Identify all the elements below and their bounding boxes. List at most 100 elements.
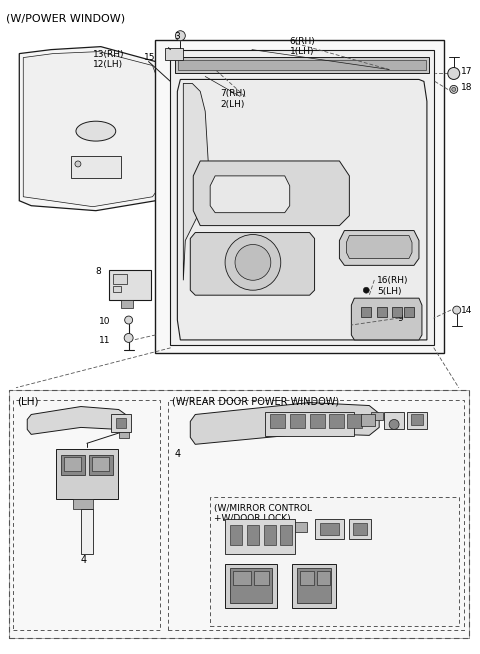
Bar (156, 40, 444, 353)
Bar (9, 390, 468, 638)
Text: 15: 15 (144, 52, 156, 61)
Polygon shape (193, 161, 349, 226)
Bar (280, 525, 292, 545)
Text: 6(RH)
1(LH): 6(RH) 1(LH) (290, 37, 315, 56)
Circle shape (452, 88, 456, 92)
Bar (61, 455, 85, 475)
Bar (371, 411, 383, 421)
Circle shape (235, 245, 271, 281)
Text: 16(RH)
5(LH): 16(RH) 5(LH) (377, 276, 408, 296)
Text: 18: 18 (461, 84, 472, 92)
Text: (W/MIRROR CONTROL
+W/DOOR LOCK): (W/MIRROR CONTROL +W/DOOR LOCK) (214, 504, 312, 523)
Text: 13(RH)
12(LH): 13(RH) 12(LH) (93, 50, 124, 69)
Bar (56, 449, 118, 499)
Bar (384, 411, 404, 430)
Bar (411, 415, 423, 426)
Circle shape (124, 334, 133, 343)
Bar (119, 432, 129, 438)
Bar (64, 457, 81, 471)
Bar (81, 509, 93, 554)
Text: 11: 11 (99, 336, 111, 345)
Bar (353, 523, 367, 535)
Bar (348, 415, 362, 428)
Bar (392, 307, 402, 317)
Polygon shape (183, 84, 208, 281)
Circle shape (450, 86, 458, 94)
Bar (407, 411, 427, 430)
Bar (210, 497, 459, 627)
Bar (295, 522, 307, 532)
Text: 9: 9 (397, 314, 403, 323)
Polygon shape (351, 298, 422, 340)
Text: 4: 4 (174, 449, 180, 459)
Polygon shape (27, 407, 126, 434)
Text: (W/REAR DOOR POWER WINDOW): (W/REAR DOOR POWER WINDOW) (172, 396, 339, 407)
Bar (116, 419, 126, 428)
Ellipse shape (76, 121, 116, 141)
Polygon shape (170, 50, 434, 345)
Bar (166, 48, 183, 60)
Bar (71, 156, 120, 178)
Bar (92, 457, 109, 471)
Bar (230, 525, 242, 545)
Bar (9, 390, 468, 638)
Bar (377, 307, 387, 317)
Circle shape (448, 67, 460, 79)
Polygon shape (210, 176, 290, 213)
Text: 3: 3 (175, 31, 180, 41)
Bar (168, 400, 464, 630)
Bar (320, 523, 339, 535)
Circle shape (75, 161, 81, 167)
Circle shape (175, 31, 185, 41)
Bar (361, 307, 371, 317)
Polygon shape (175, 57, 429, 73)
Polygon shape (179, 60, 426, 71)
Polygon shape (23, 52, 170, 207)
Bar (247, 525, 259, 545)
Polygon shape (190, 233, 314, 295)
Bar (233, 570, 251, 585)
Text: 7(RH)
2(LH): 7(RH) 2(LH) (220, 90, 246, 109)
Bar (404, 307, 414, 317)
Bar (73, 499, 93, 509)
Circle shape (453, 306, 461, 314)
Bar (264, 525, 276, 545)
Text: (LH): (LH) (17, 396, 39, 407)
Bar (297, 568, 332, 604)
Bar (120, 300, 132, 308)
Text: 8: 8 (95, 267, 101, 277)
Polygon shape (347, 235, 412, 258)
Polygon shape (178, 79, 427, 340)
Bar (111, 415, 131, 432)
Bar (254, 570, 269, 585)
Bar (300, 570, 313, 585)
Bar (290, 415, 305, 428)
Bar (361, 415, 375, 426)
Text: 14: 14 (461, 306, 472, 315)
Bar (109, 270, 151, 300)
Text: 10: 10 (99, 317, 111, 326)
Polygon shape (190, 403, 379, 444)
Circle shape (389, 419, 399, 430)
Text: 17: 17 (461, 67, 472, 75)
Circle shape (225, 235, 281, 290)
Polygon shape (339, 231, 419, 266)
Bar (89, 455, 113, 475)
Bar (113, 286, 120, 292)
Bar (349, 519, 371, 539)
Bar (13, 400, 160, 630)
Polygon shape (19, 46, 175, 211)
Bar (270, 415, 285, 428)
Bar (113, 274, 127, 284)
Bar (265, 411, 354, 436)
Text: 4: 4 (81, 555, 87, 564)
Bar (225, 519, 295, 554)
Circle shape (125, 316, 132, 324)
Bar (329, 415, 344, 428)
Bar (292, 564, 336, 608)
Bar (225, 564, 277, 608)
Bar (316, 570, 330, 585)
Circle shape (363, 287, 369, 293)
Bar (310, 415, 324, 428)
Text: (W/POWER WINDOW): (W/POWER WINDOW) (6, 14, 125, 24)
